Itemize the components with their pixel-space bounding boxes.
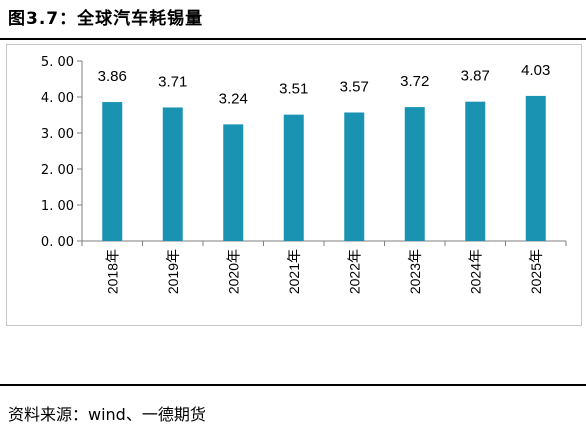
x-tick-label: 2024年 — [467, 249, 483, 294]
x-tick-label: 2018年 — [104, 249, 120, 294]
bottom-rule — [0, 384, 586, 386]
data-label: 3.87 — [461, 68, 490, 85]
x-tick-label: 2019年 — [165, 249, 181, 294]
y-tick-label: 3. 00 — [41, 127, 74, 142]
data-label: 4.03 — [521, 62, 550, 79]
x-tick-label: 2025年 — [528, 249, 544, 294]
bar — [102, 102, 123, 241]
bar — [465, 101, 486, 242]
source-note: 资料来源：wind、一德期货 — [8, 405, 206, 424]
x-tick-label: 2022年 — [346, 249, 362, 294]
bar — [162, 107, 183, 241]
data-label: 3.57 — [340, 78, 369, 95]
chart-frame: 0. 00 1. 00 2. 00 3. 00 4. 00 5. 00 3.86 2018年 3… — [6, 44, 582, 326]
x-tick-label: 2020年 — [225, 249, 241, 294]
top-rule — [0, 38, 586, 40]
bar — [404, 107, 425, 241]
bar-chart: 0. 00 1. 00 2. 00 3. 00 4. 00 5. 00 3.86 2018年 3… — [41, 55, 567, 294]
y-tick-label: 5. 00 — [41, 55, 74, 70]
x-tick-label: 2023年 — [407, 249, 423, 294]
bar — [223, 124, 244, 241]
bar — [344, 112, 365, 241]
y-tick-label: 4. 00 — [41, 91, 74, 106]
x-tick-label: 2021年 — [286, 249, 302, 294]
bar — [525, 95, 546, 241]
y-tick-label: 2. 00 — [41, 163, 74, 178]
y-tick-label: 1. 00 — [41, 199, 74, 214]
data-label: 3.71 — [158, 73, 187, 90]
data-label: 3.86 — [98, 68, 127, 85]
data-label: 3.24 — [219, 90, 248, 107]
bar — [283, 114, 304, 241]
data-label: 3.72 — [400, 73, 429, 90]
figure-title: 图3.7：全球汽车耗锡量 — [8, 9, 204, 29]
data-label: 3.51 — [279, 81, 308, 98]
y-tick-label: 0. 00 — [41, 235, 74, 250]
